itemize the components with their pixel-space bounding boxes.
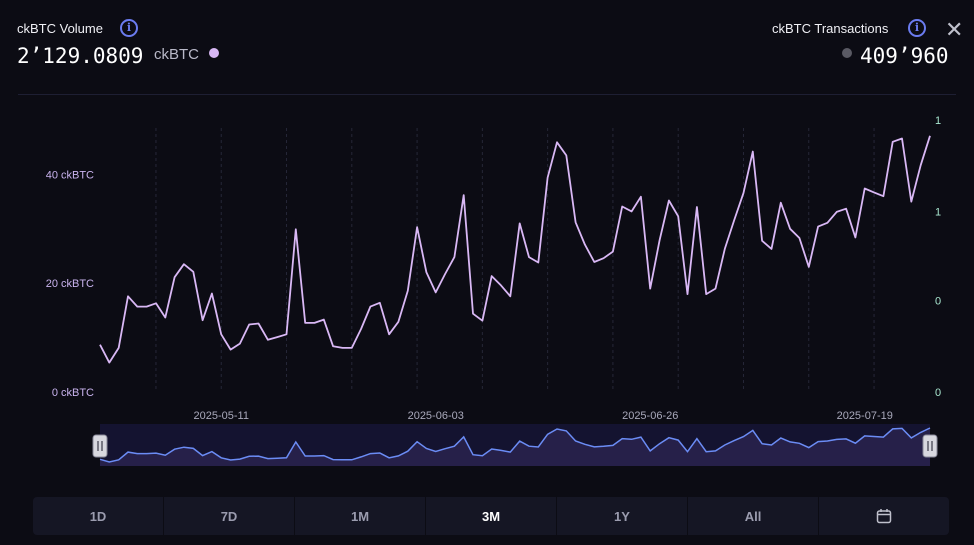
- calendar-button[interactable]: [819, 497, 949, 535]
- range-7d-button[interactable]: 7D: [164, 497, 295, 535]
- transactions-legend-dot: [842, 48, 852, 58]
- y-left-tick-label: 40 ckBTC: [46, 169, 94, 181]
- volume-label: ckBTC Volume: [17, 21, 103, 36]
- header-divider: [18, 94, 956, 95]
- navigator-series-line: [99, 427, 931, 463]
- transactions-label: ckBTC Transactions: [772, 21, 889, 36]
- y-right-tick-label: 0: [935, 296, 941, 308]
- transactions-value: 409’960: [860, 44, 949, 68]
- volume-series-line: [99, 135, 931, 364]
- range-3m-button[interactable]: 3M: [426, 497, 557, 535]
- y-right-tick-label: 1: [935, 206, 941, 218]
- close-icon[interactable]: ✕: [945, 17, 964, 42]
- navigator-left-handle[interactable]: [92, 434, 108, 458]
- range-all-button[interactable]: All: [688, 497, 819, 535]
- volume-unit: ckBTC: [154, 46, 199, 63]
- y-left-tick-label: 0 ckBTC: [52, 387, 94, 399]
- transactions-info-icon[interactable]: i: [908, 19, 926, 37]
- volume-info-icon[interactable]: i: [120, 19, 138, 37]
- range-1d-button[interactable]: 1D: [33, 497, 164, 535]
- range-1m-button[interactable]: 1M: [295, 497, 426, 535]
- volume-chart[interactable]: 0 ckBTC 20 ckBTC 40 ckBTC 0 0 1 1 2025-05-11 202…: [0, 0, 974, 490]
- navigator-right-handle[interactable]: [922, 434, 938, 458]
- x-tick-label: 2025-05-11: [194, 410, 249, 422]
- volume-legend-dot: [209, 48, 219, 58]
- y-left-tick-label: 20 ckBTC: [46, 278, 94, 290]
- range-1y-button[interactable]: 1Y: [557, 497, 688, 535]
- range-selector: 1D 7D 1M 3M 1Y All: [33, 497, 949, 535]
- y-right-tick-label: 0: [935, 387, 941, 399]
- x-tick-label: 2025-06-03: [408, 410, 464, 422]
- calendar-icon: [876, 509, 892, 524]
- y-right-tick-label: 1: [935, 115, 941, 127]
- volume-value: 2’129.0809: [17, 44, 144, 68]
- x-tick-label: 2025-07-19: [837, 410, 893, 422]
- x-tick-label: 2025-06-26: [622, 410, 678, 422]
